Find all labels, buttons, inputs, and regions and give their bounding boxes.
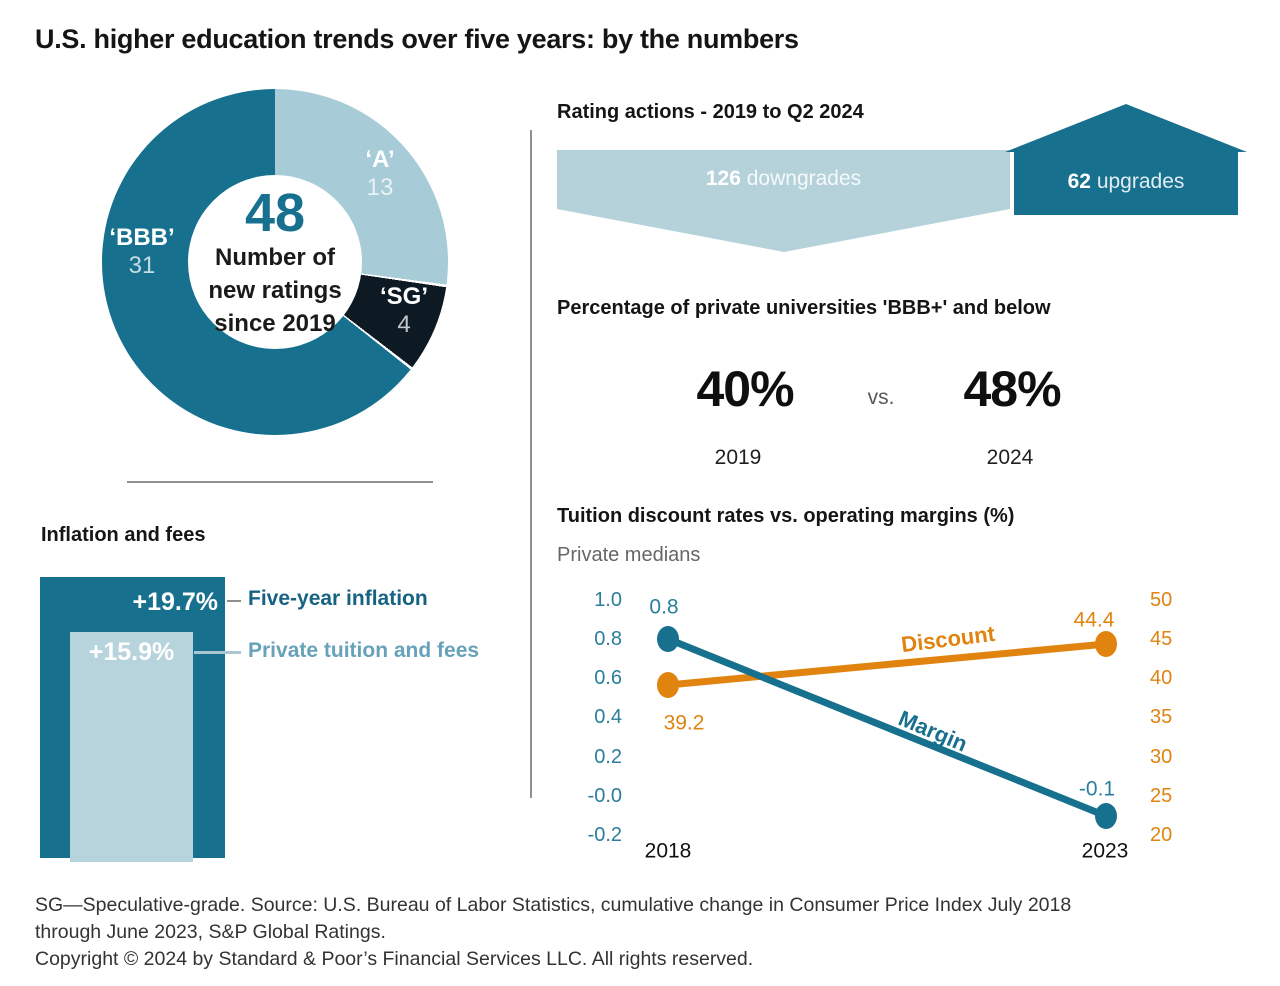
donut-segment-bbb: ‘BBB’ 31 — [109, 224, 174, 280]
discount-point-2018 — [657, 672, 679, 698]
discount-2023-label: 44.4 — [1074, 609, 1115, 632]
inflation-label: Five-year inflation — [248, 587, 428, 610]
left-axis-tick-1: 0.8 — [594, 628, 622, 650]
footer-source-line-2: through June 2023, S&P Global Ratings. — [35, 921, 386, 943]
donut-center-value: 48 — [244, 182, 306, 243]
tuition-connector — [194, 651, 241, 654]
downgrades-value: 126 — [705, 167, 741, 190]
donut-segment-sg-label: ‘SG’ — [379, 283, 429, 310]
donut-segment-a: ‘A’ 13 — [365, 146, 394, 202]
right-axis-tick-4: 30 — [1150, 746, 1172, 768]
downgrades-label: downgrades — [746, 167, 862, 190]
discount-point-2023 — [1095, 631, 1117, 657]
rating-actions-title: Rating actions - 2019 to Q2 2024 — [557, 101, 864, 123]
donut-center-line-2: new ratings — [208, 276, 342, 304]
donut-center-line-1: Number of — [215, 243, 335, 271]
upgrades-label: upgrades — [1096, 170, 1185, 193]
discount-2018-label: 39.2 — [664, 712, 705, 735]
right-axis-tick-5: 25 — [1150, 785, 1172, 807]
donut-center: 48 Number of new ratings since 2019 — [188, 175, 362, 349]
donut-segment-sg-value: 4 — [397, 311, 411, 338]
tuition-value: +15.9% — [88, 638, 175, 666]
inflation-value: +19.7% — [132, 588, 219, 616]
upgrades-banner-shape — [1005, 104, 1247, 215]
inflation-inner-bar — [70, 632, 193, 862]
margin-2018-label: 0.8 — [649, 596, 678, 619]
x-label-2023: 2023 — [1082, 840, 1129, 863]
footer: SG—Speculative-grade. Source: U.S. Burea… — [35, 892, 1071, 973]
bbb-share-2019-value: 40% — [696, 361, 794, 417]
horizontal-divider — [127, 481, 433, 483]
margin-point-2018 — [657, 626, 679, 652]
right-axis-tick-6: 20 — [1150, 824, 1172, 846]
vertical-divider — [530, 130, 532, 798]
tuition-label: Private tuition and fees — [248, 639, 480, 662]
margin-point-2023 — [1095, 803, 1117, 829]
line-chart-title: Tuition discount rates vs. operating mar… — [557, 505, 1015, 527]
upgrades-banner: 62 upgrades — [1014, 170, 1238, 194]
left-axis-tick-5: -0.0 — [588, 785, 622, 807]
left-axis-tick-4: 0.2 — [594, 746, 622, 768]
right-axis-tick-2: 40 — [1150, 667, 1172, 689]
donut-segment-sg: ‘SG’ 4 — [380, 283, 428, 339]
discount-series-label: Discount — [900, 621, 997, 657]
right-axis-tick-3: 35 — [1150, 706, 1172, 728]
donut-segment-a-value: 13 — [366, 174, 394, 201]
downgrades-banner: 126 downgrades — [557, 167, 1010, 191]
bbb-share-2024-value: 48% — [963, 361, 1061, 417]
footer-source-line-1: SG—Speculative-grade. Source: U.S. Burea… — [35, 894, 1072, 916]
bbb-share-title: Percentage of private universities 'BBB+… — [557, 297, 1051, 319]
right-axis-tick-0: 50 — [1150, 589, 1172, 611]
inflation-connector — [227, 600, 241, 602]
inflation-title: Inflation and fees — [41, 524, 206, 546]
year-2024-label: 2024 — [986, 446, 1034, 469]
line-chart: 1.0 0.8 0.6 0.4 0.2 -0.0 -0.2 50 45 40 3… — [588, 589, 1173, 863]
rating-actions-banners — [557, 104, 1247, 252]
vs-label: vs. — [867, 386, 895, 409]
donut-segment-a-label: ‘A’ — [365, 146, 395, 173]
donut-segment-bbb-value: 31 — [128, 252, 156, 279]
line-chart-subtitle: Private medians — [557, 544, 701, 566]
left-axis-tick-0: 1.0 — [594, 589, 622, 611]
left-axis-tick-6: -0.2 — [588, 824, 622, 846]
right-axis-tick-1: 45 — [1150, 628, 1172, 650]
x-label-2018: 2018 — [645, 840, 692, 863]
margin-line — [664, 635, 1110, 820]
year-2019-label: 2019 — [714, 446, 762, 469]
left-axis-tick-2: 0.6 — [594, 667, 622, 689]
discount-line — [664, 640, 1110, 689]
footer-copyright: Copyright © 2024 by Standard & Poor’s Fi… — [35, 948, 754, 970]
upgrades-value: 62 — [1067, 170, 1091, 193]
donut-segment-bbb-label: ‘BBB’ — [109, 224, 175, 251]
page-title: U.S. higher education trends over five y… — [35, 24, 799, 54]
left-axis-tick-3: 0.4 — [594, 706, 622, 728]
donut-center-line-3: since 2019 — [214, 309, 336, 337]
margin-2023-label: -0.1 — [1079, 778, 1115, 801]
new-ratings-donut: ‘A’ 13 ‘SG’ 4 ‘BBB’ 31 48 Number of new … — [102, 89, 448, 435]
downgrades-banner-shape — [557, 150, 1010, 252]
